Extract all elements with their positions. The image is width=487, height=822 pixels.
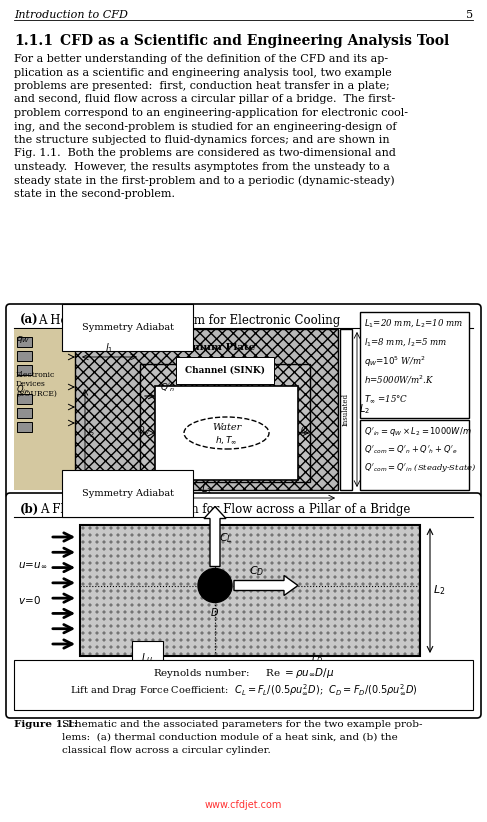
Text: ing, and the second-problem is studied for an engineering-design of: ing, and the second-problem is studied f…	[14, 122, 396, 132]
Text: and second, fluid flow across a circular pillar of a bridge.  The first-: and second, fluid flow across a circular…	[14, 95, 395, 104]
Bar	[17, 422, 32, 432]
Text: $q_W$: $q_W$	[16, 334, 30, 345]
Text: $l_1$: $l_1$	[105, 341, 113, 355]
Ellipse shape	[184, 417, 269, 449]
Text: $D$: $D$	[210, 606, 220, 617]
Text: (a): (a)	[20, 314, 38, 327]
Text: problems are presented:  first, conduction heat transfer in a plate;: problems are presented: first, conductio…	[14, 81, 390, 91]
FancyBboxPatch shape	[6, 304, 481, 498]
Text: $L_1$: $L_1$	[244, 663, 256, 677]
Text: $h$=5000W/m$^2$.K: $h$=5000W/m$^2$.K	[364, 374, 434, 386]
Text: Figure 1.1:: Figure 1.1:	[14, 720, 78, 729]
Bar	[360, 312, 469, 418]
Bar	[14, 329, 75, 490]
Text: Lift and Drag Force Coefficient:  $C_L = F_L / (0.5\rho u_\infty^2 D)$;  $C_D = : Lift and Drag Force Coefficient: $C_L = …	[70, 682, 417, 697]
Bar	[17, 394, 32, 404]
Text: 5: 5	[466, 10, 473, 20]
Text: $Q_w$: $Q_w$	[137, 425, 150, 437]
Bar	[360, 420, 469, 490]
Text: $Q'_n$: $Q'_n$	[160, 381, 175, 394]
Text: $Q'_{com} = Q'_{in}$ (Steady-State): $Q'_{com} = Q'_{in}$ (Steady-State)	[364, 461, 476, 474]
Text: state in the second-problem.: state in the second-problem.	[14, 189, 175, 199]
Text: Electronic
Devices
(SOURCE): Electronic Devices (SOURCE)	[16, 371, 57, 397]
Bar	[340, 329, 352, 490]
Text: plication as a scientific and engineering analysis tool, two example: plication as a scientific and engineerin…	[14, 67, 392, 77]
Text: Water: Water	[212, 423, 241, 432]
Text: CFD as a Scientific and Engineering Analysis Tool: CFD as a Scientific and Engineering Anal…	[60, 34, 449, 48]
Text: For a better understanding of the definition of the CFD and its ap-: For a better understanding of the defini…	[14, 54, 388, 64]
Text: Insulated: Insulated	[342, 393, 350, 426]
Text: $Q_{in}$: $Q_{in}$	[16, 383, 30, 395]
Text: problem correspond to an engineering-application for electronic cool-: problem correspond to an engineering-app…	[14, 108, 408, 118]
Text: Symmetry Adiabat: Symmetry Adiabat	[81, 323, 173, 332]
Bar	[75, 329, 338, 490]
Text: $h,T_\infty$: $h,T_\infty$	[215, 434, 238, 446]
Text: $l_1$=8 mm, $l_2$=5 mm: $l_1$=8 mm, $l_2$=5 mm	[364, 336, 448, 348]
Text: $L_D$: $L_D$	[311, 651, 324, 665]
Text: $l_2$: $l_2$	[87, 426, 95, 440]
Text: Fig. 1.1.  Both the problems are considered as two-dimensional and: Fig. 1.1. Both the problems are consider…	[14, 149, 396, 159]
Text: $v\!=\!0$: $v\!=\!0$	[18, 594, 41, 606]
Text: 1.1.1: 1.1.1	[14, 34, 53, 48]
Text: Aluminium Plate: Aluminium Plate	[158, 343, 255, 352]
Text: Introduction to CFD: Introduction to CFD	[14, 10, 128, 20]
Text: the structure subjected to fluid-dynamics forces; and are shown in: the structure subjected to fluid-dynamic…	[14, 135, 390, 145]
Circle shape	[198, 569, 232, 603]
Text: $Q'_{in} = q_W \times L_2 = 1000W/m$: $Q'_{in} = q_W \times L_2 = 1000W/m$	[364, 425, 472, 438]
FancyArrow shape	[204, 506, 226, 566]
Text: Schematic and the associated parameters for the two example prob-: Schematic and the associated parameters …	[62, 720, 423, 729]
Text: Channel (SINK): Channel (SINK)	[185, 366, 265, 375]
Text: $C_D$: $C_D$	[249, 564, 264, 578]
Text: Symmetry Adiabat: Symmetry Adiabat	[81, 489, 173, 498]
Text: classical flow across a circular cylinder.: classical flow across a circular cylinde…	[62, 746, 271, 755]
Bar	[17, 351, 32, 361]
Bar	[140, 364, 310, 482]
Text: $C_L$: $C_L$	[219, 532, 233, 546]
Text: lems:  (a) thermal conduction module of a heat sink, and (b) the: lems: (a) thermal conduction module of a…	[62, 733, 398, 742]
Text: Reynolds number:     Re $= \rho u_\infty D / \mu$: Reynolds number: Re $= \rho u_\infty D /…	[153, 666, 334, 680]
Text: (b): (b)	[20, 503, 39, 516]
Bar	[17, 408, 32, 418]
Text: A Heat Conduction Problem for Electronic Cooling: A Heat Conduction Problem for Electronic…	[38, 314, 340, 327]
Text: $Q'_{com} = Q'_n + Q'_h + Q'_e$: $Q'_{com} = Q'_n + Q'_h + Q'_e$	[364, 443, 458, 455]
Text: $L_U$: $L_U$	[141, 651, 153, 665]
Bar	[17, 365, 32, 375]
Text: $q_W$=$10^5$ W/m$^2$: $q_W$=$10^5$ W/m$^2$	[364, 355, 426, 369]
Bar	[14, 660, 473, 710]
Text: A Fluid Dynamics Problem for Flow across a Pillar of a Bridge: A Fluid Dynamics Problem for Flow across…	[40, 503, 411, 516]
FancyBboxPatch shape	[6, 493, 481, 718]
Text: $Q_e$: $Q_e$	[300, 425, 312, 437]
Bar	[155, 386, 298, 480]
Text: $L_2$: $L_2$	[359, 403, 370, 417]
Bar	[80, 525, 420, 656]
Text: $L_2$: $L_2$	[433, 584, 445, 598]
Text: $L_1$=20 mm, $L_2$=10 mm: $L_1$=20 mm, $L_2$=10 mm	[364, 317, 463, 329]
Text: $u\!=\!u_\infty$: $u\!=\!u_\infty$	[18, 560, 48, 570]
Text: $T_\infty$ =15°C: $T_\infty$ =15°C	[364, 393, 408, 404]
FancyArrow shape	[234, 575, 298, 595]
Bar	[17, 337, 32, 347]
Text: $L_1$: $L_1$	[201, 483, 212, 496]
Text: unsteady.  However, the results asymptotes from the unsteady to a: unsteady. However, the results asymptote…	[14, 162, 390, 172]
Text: www.cfdjet.com: www.cfdjet.com	[205, 800, 281, 810]
Text: steady state in the first-problem and to a periodic (dynamic-steady): steady state in the first-problem and to…	[14, 176, 394, 186]
